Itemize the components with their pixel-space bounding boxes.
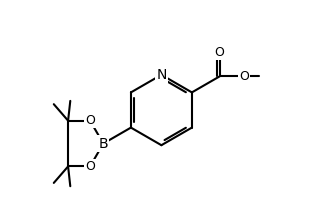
Text: O: O (214, 46, 225, 59)
Text: B: B (99, 137, 108, 150)
Text: O: O (85, 114, 95, 127)
Text: N: N (156, 68, 167, 82)
Text: O: O (239, 70, 249, 83)
Text: O: O (85, 160, 95, 173)
